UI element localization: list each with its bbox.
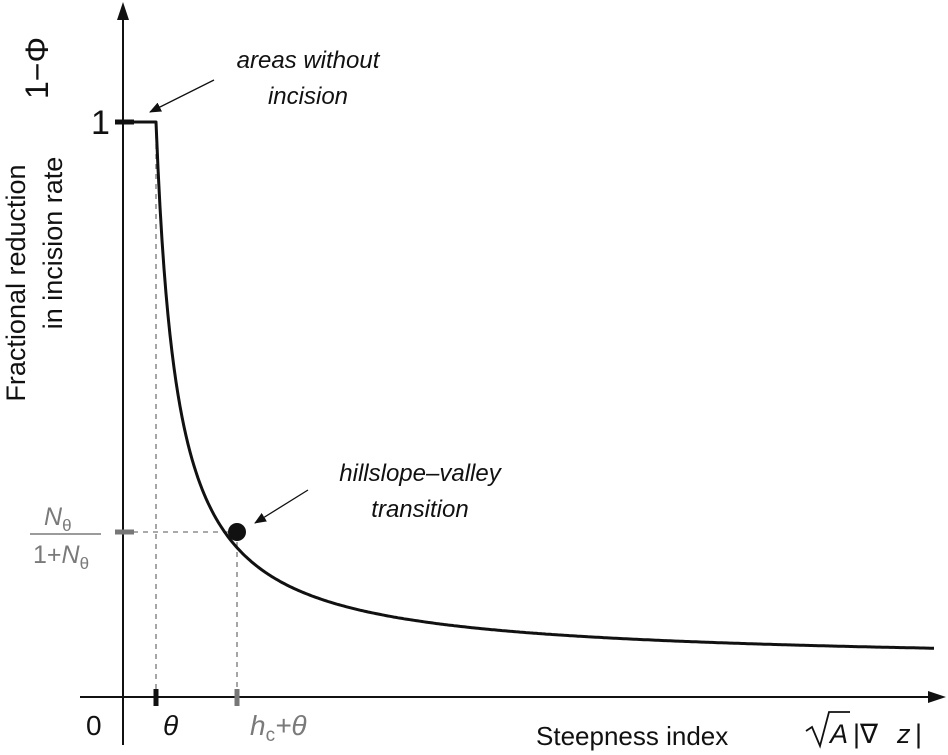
svg-text:1+Nθ: 1+Nθ xyxy=(33,541,89,573)
transition-point xyxy=(228,523,246,541)
y-tick-label-fraction: Nθ 1+Nθ xyxy=(30,503,101,573)
y-axis-symbol: 1−Φ xyxy=(19,37,55,99)
y-tick-label-one: 1 xyxy=(91,104,110,142)
x-symbol-a: A xyxy=(828,719,848,749)
x-symbol-grad: |∇ xyxy=(853,719,879,749)
svg-text:Nθ: Nθ xyxy=(44,503,72,535)
x-tick-label-theta: θ xyxy=(163,710,178,741)
fraction-denominator-n: N xyxy=(62,541,81,569)
annotation-arrow-top xyxy=(149,79,215,113)
x-axis-label: Steepness index xyxy=(536,721,728,751)
annotation-arrow-mid xyxy=(254,489,309,524)
sqrt-sign-icon xyxy=(805,711,850,749)
fraction-numerator-sub: θ xyxy=(62,516,71,535)
fraction-denominator-prefix: 1+ xyxy=(33,541,62,569)
x-tick-h-post: +θ xyxy=(275,710,307,741)
annotation-transition-line2: transition xyxy=(371,496,468,523)
response-curve xyxy=(123,120,934,650)
fraction-numerator-n: N xyxy=(44,503,63,531)
x-symbol-z: z xyxy=(896,719,911,749)
annotation-no-incision-line2: incision xyxy=(268,83,348,110)
y-axis-arrow-icon xyxy=(117,2,129,20)
x-tick-h-sub: c xyxy=(266,725,276,746)
x-tick-h: h xyxy=(250,710,266,741)
x-symbol-close: | xyxy=(915,719,922,749)
x-tick-label-transition: hc+θ xyxy=(250,710,307,746)
x-origin-label: 0 xyxy=(86,710,102,741)
y-axis-label-line1: Fractional reduction xyxy=(1,164,31,401)
x-axis-symbol: A |∇ z | xyxy=(805,711,922,749)
x-axis-arrow-icon xyxy=(928,691,946,703)
annotation-transition-line1: hillslope–valley xyxy=(339,460,502,487)
y-axis-label-line2: in incision rate xyxy=(38,157,68,330)
fraction-denominator-sub: θ xyxy=(80,554,89,573)
annotation-no-incision-line1: areas without xyxy=(237,47,381,74)
